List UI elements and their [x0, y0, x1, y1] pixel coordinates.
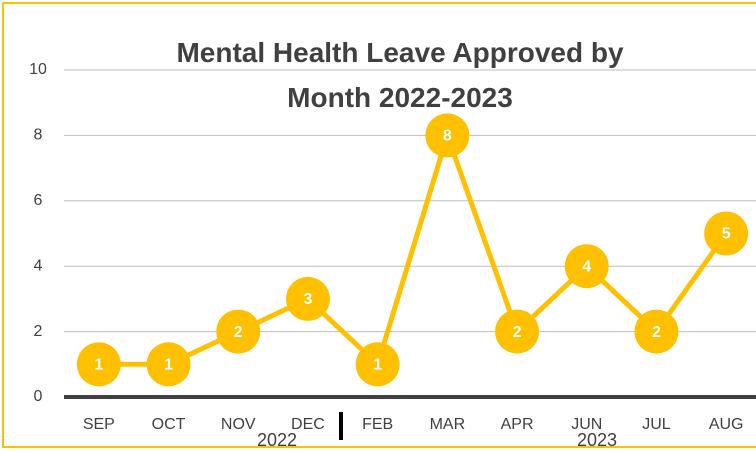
x-tick-label: NOV	[221, 416, 256, 433]
x-tick-label: APR	[501, 416, 534, 433]
marker	[704, 211, 749, 256]
group-separator	[339, 412, 343, 440]
marker	[425, 113, 470, 158]
data-label: 2	[652, 324, 661, 341]
marker	[495, 309, 540, 354]
data-label: 1	[94, 357, 103, 374]
marker	[564, 244, 609, 289]
data-label: 2	[513, 324, 522, 341]
data-label: 5	[722, 226, 731, 243]
chart-title: Mental Health Leave Approved by Month 20…	[176, 37, 624, 113]
line-series	[98, 132, 729, 367]
x-tick-label: OCT	[152, 416, 186, 433]
marker	[634, 309, 679, 354]
y-tick-label: 8	[34, 127, 43, 144]
data-label: 4	[582, 258, 591, 275]
data-label: 1	[373, 357, 382, 374]
y-tick-label: 2	[34, 323, 43, 340]
data-label: 3	[303, 291, 312, 308]
marker	[146, 342, 191, 387]
x-tick-label: JUL	[642, 416, 671, 433]
data-label: 1	[164, 357, 173, 374]
y-tick-label: 10	[29, 61, 47, 78]
x-tick-label: DEC	[291, 416, 325, 433]
x-tick-label: FEB	[362, 416, 393, 433]
marker	[216, 309, 261, 354]
group-label: 2023	[577, 430, 617, 450]
data-label: 2	[234, 324, 243, 341]
marker	[285, 276, 330, 321]
group-label: 2022	[257, 430, 297, 450]
marker	[76, 342, 121, 387]
x-tick-label: AUG	[709, 416, 744, 433]
y-tick-label: 6	[34, 192, 43, 209]
x-tick-label: JUN	[571, 416, 602, 433]
x-tick-label: MAR	[430, 416, 466, 433]
marker	[355, 342, 400, 387]
data-label: 8	[443, 128, 452, 145]
y-tick-label: 0	[34, 388, 43, 405]
y-tick-label: 4	[34, 257, 43, 274]
x-tick-label: SEP	[83, 416, 115, 433]
